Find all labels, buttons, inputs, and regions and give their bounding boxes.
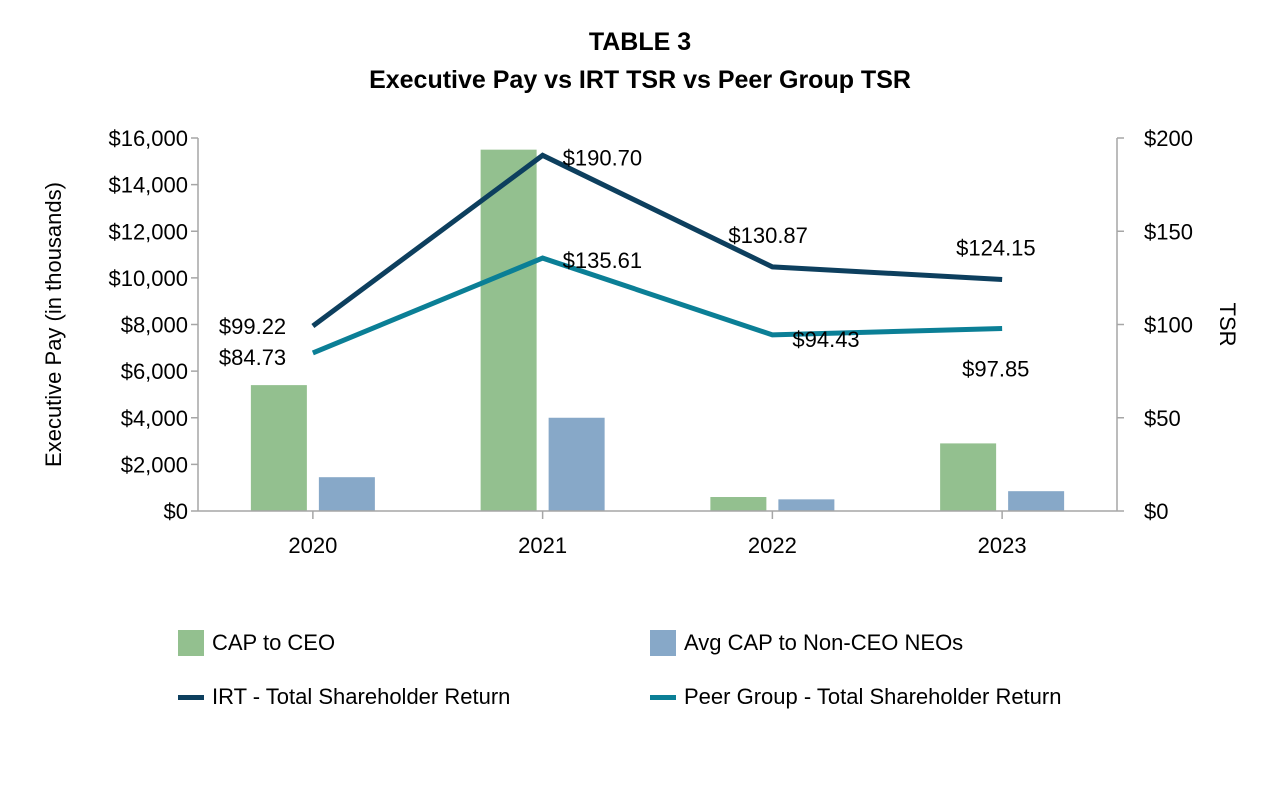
legend-swatch-cap-ceo: [178, 630, 204, 656]
irt-tsr-label-2020: $99.22: [219, 314, 286, 339]
peer-tsr-label-2020: $84.73: [219, 345, 286, 370]
left-tick-label: $14,000: [108, 173, 188, 198]
legend-item-cap-neo: Avg CAP to Non-CEO NEOs: [650, 630, 963, 656]
right-axis-title: TSR: [1215, 303, 1240, 347]
irt-tsr-label-2022: $130.87: [728, 223, 808, 248]
right-tick-label: $0: [1144, 499, 1168, 524]
bar-cap-ceo-2023: [940, 443, 997, 511]
legend-label-cap-ceo: CAP to CEO: [212, 630, 336, 655]
left-tick-label: $16,000: [108, 126, 188, 151]
legend-label-irt-tsr: IRT - Total Shareholder Return: [212, 684, 511, 709]
chart-title: TABLE 3: [588, 28, 692, 56]
bar-cap-neo-2023: [1008, 491, 1065, 511]
x-tick-label: 2023: [978, 533, 1027, 558]
peer-tsr-label-2023: $97.85: [962, 357, 1029, 382]
left-tick-label: $0: [164, 499, 188, 524]
legend-item-cap-ceo: CAP to CEO: [178, 630, 335, 656]
right-tick-label: $50: [1144, 406, 1181, 431]
irt-tsr-line: [311, 152, 1003, 328]
legend-swatch-irt-tsr: [178, 694, 204, 700]
right-tick-label: $200: [1144, 126, 1193, 151]
bar-cap-neo-2022: [778, 499, 835, 511]
bar-cap-neo-2021: [548, 417, 605, 511]
bar-cap-neo-2020: [318, 477, 375, 511]
x-tick-label: 2020: [288, 533, 337, 558]
right-tick-label: $150: [1144, 219, 1193, 244]
left-tick-label: $2,000: [121, 452, 188, 477]
left-tick-label: $6,000: [121, 359, 188, 384]
peer-tsr-label-2021: $135.61: [563, 248, 643, 273]
irt-tsr-label-2021: $190.70: [563, 145, 643, 170]
legend-item-peer-tsr: Peer Group - Total Shareholder Return: [650, 684, 1061, 710]
bar-cap-ceo-2020: [250, 385, 307, 511]
chart-subtitle: Executive Pay vs IRT TSR vs Peer Group T…: [369, 66, 911, 94]
left-tick-label: $8,000: [121, 313, 188, 338]
legend-swatch-peer-tsr: [650, 694, 676, 700]
peer-tsr-line: [311, 255, 1003, 356]
left-tick-label: $10,000: [108, 266, 188, 291]
legend-swatch-cap-neo: [650, 630, 676, 656]
bar-cap-ceo-2021: [480, 149, 537, 511]
right-tick-label: $100: [1144, 313, 1193, 338]
x-tick-label: 2022: [748, 533, 797, 558]
legend-label-peer-tsr: Peer Group - Total Shareholder Return: [684, 684, 1062, 709]
bar-cap-ceo-2022: [710, 497, 767, 511]
left-tick-label: $12,000: [108, 219, 188, 244]
peer-tsr-label-2022: $94.43: [792, 327, 859, 352]
left-tick-label: $4,000: [121, 406, 188, 431]
legend-item-irt-tsr: IRT - Total Shareholder Return: [178, 684, 510, 710]
irt-tsr-label-2023: $124.15: [956, 235, 1036, 260]
legend-label-cap-neo: Avg CAP to Non-CEO NEOs: [684, 630, 964, 655]
left-axis-title: Executive Pay (in thousands): [41, 182, 66, 467]
x-tick-label: 2021: [518, 533, 567, 558]
